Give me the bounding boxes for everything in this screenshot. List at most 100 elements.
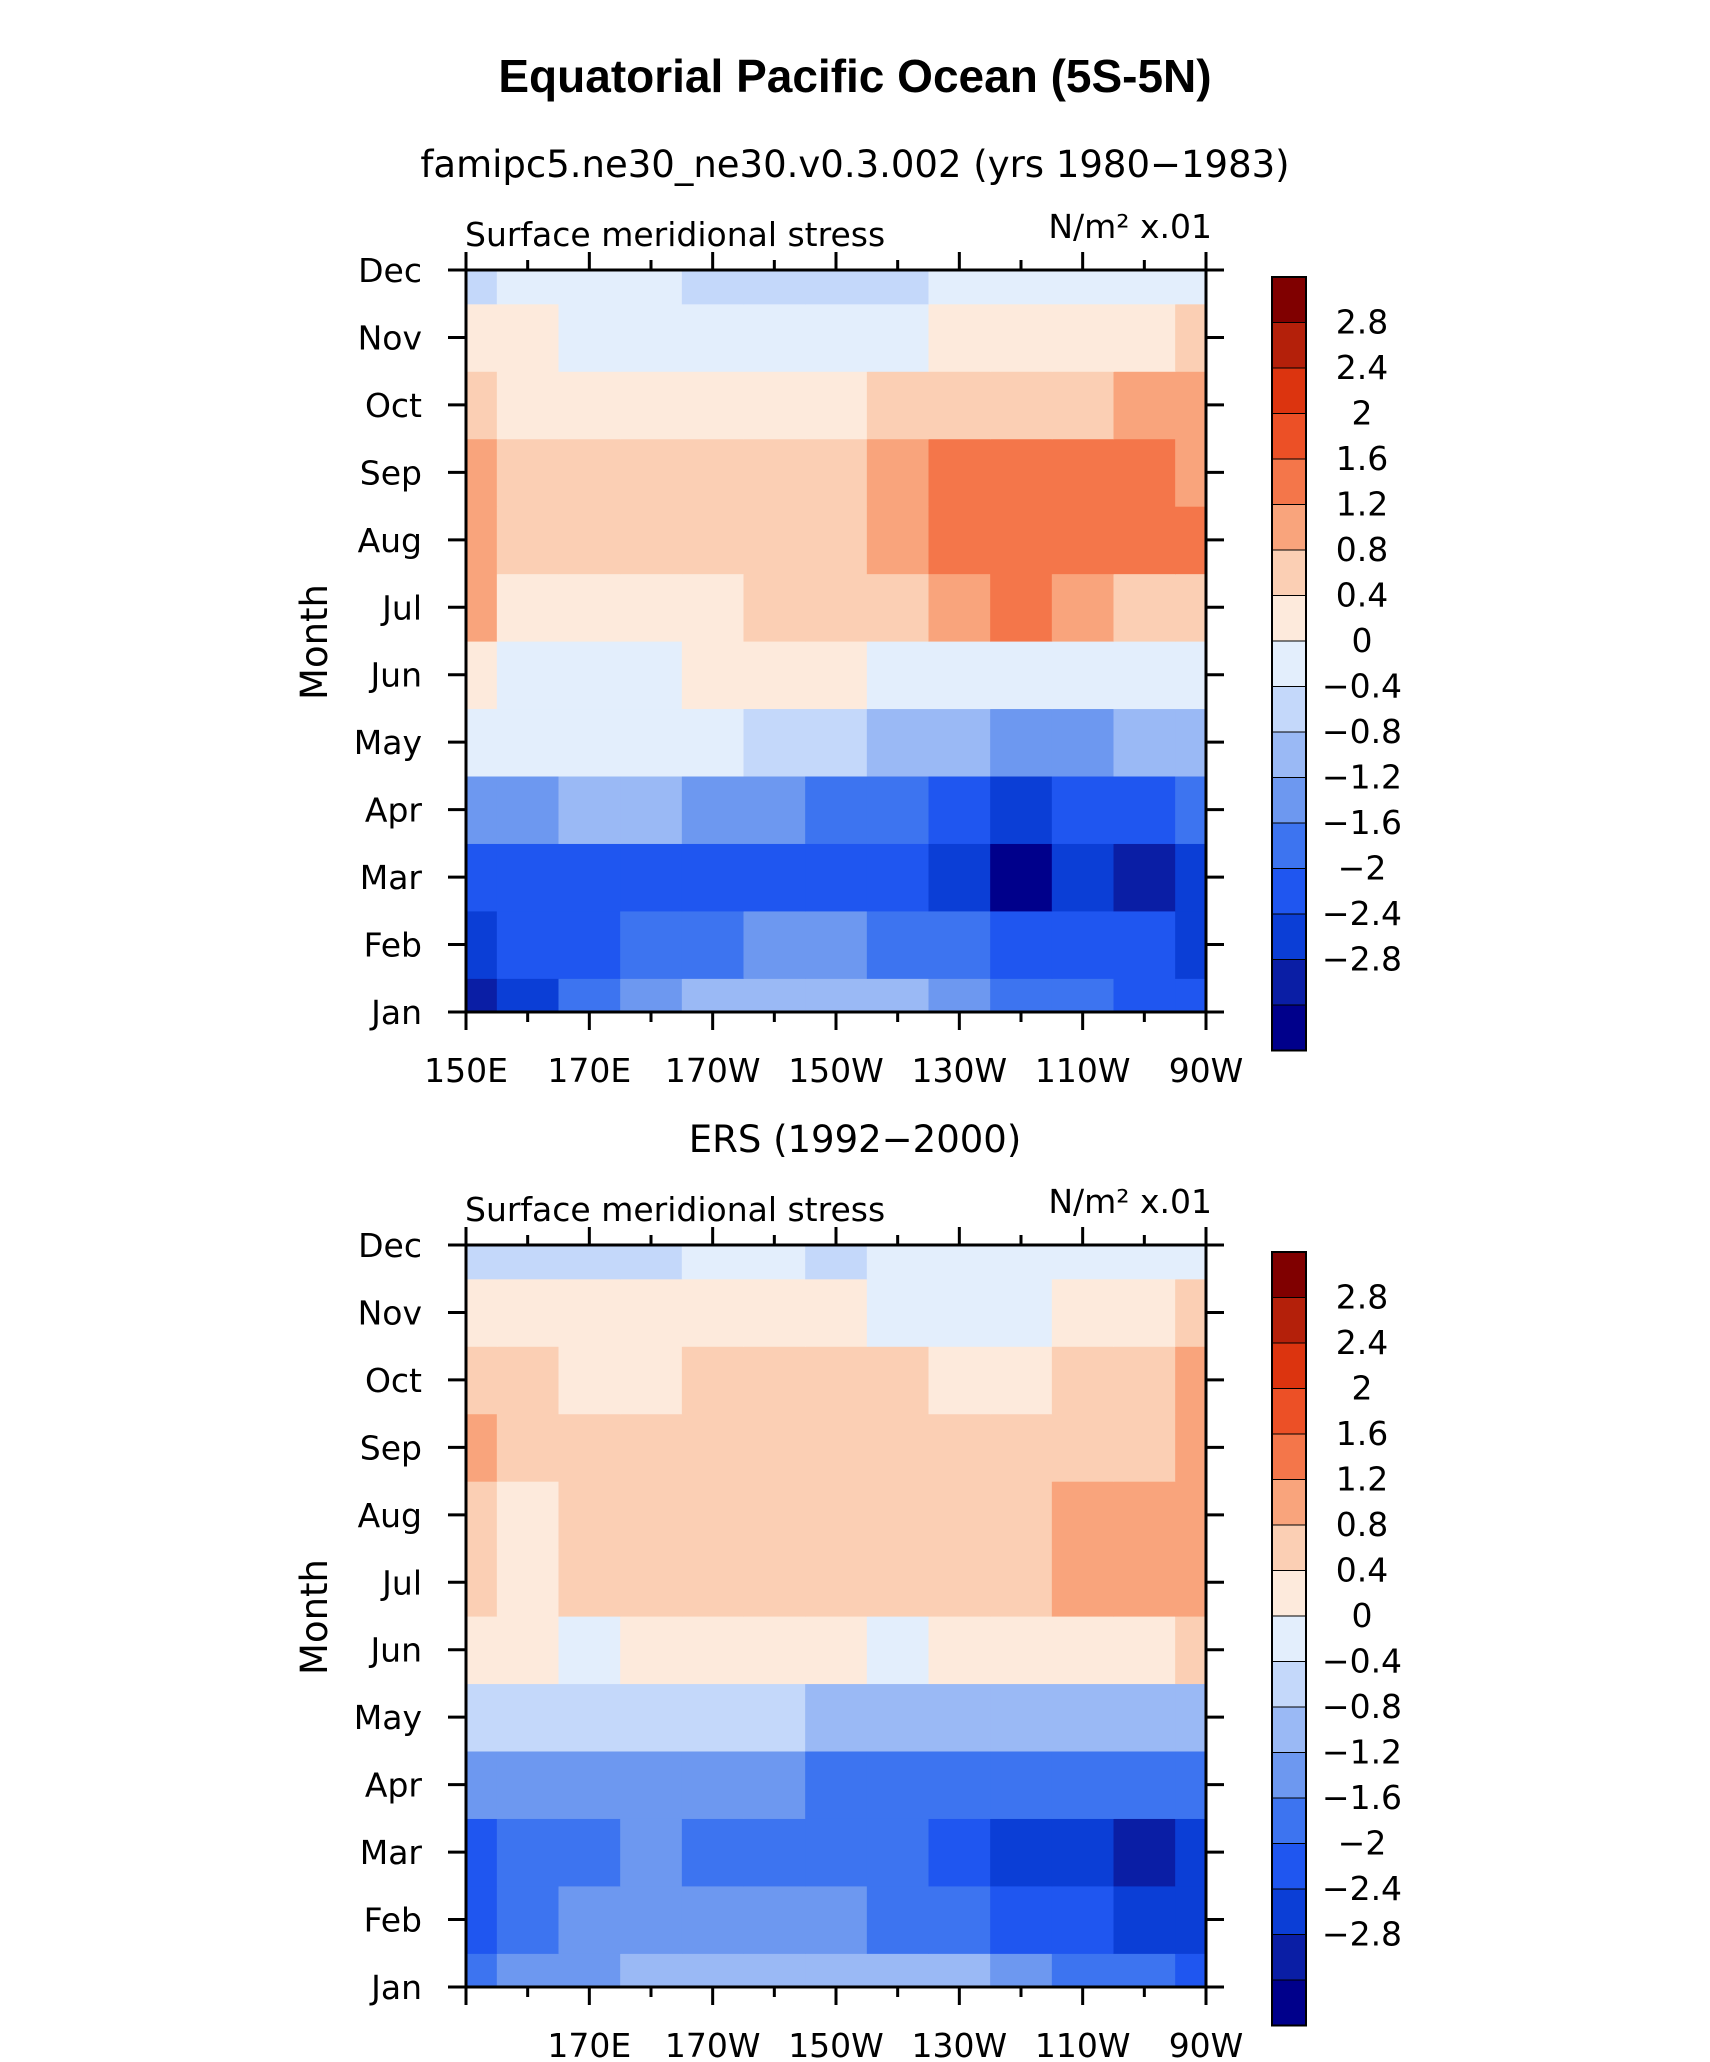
heatmap-cell	[805, 708, 868, 777]
heatmap-cell	[620, 1683, 683, 1752]
heatmap-cell	[681, 1278, 745, 1347]
heatmap-cell	[866, 371, 930, 440]
heatmap-cell	[1051, 910, 1115, 979]
heatmap-cell	[496, 708, 560, 777]
heatmap-cell	[928, 506, 991, 575]
colorbar-swatch	[1271, 777, 1307, 824]
y-tick-label: Nov	[358, 1293, 422, 1332]
heatmap-cell	[990, 978, 1053, 1013]
y-tick-label: Aug	[358, 521, 422, 560]
y-axis: Jan Feb Mar Apr May Jun Jul Aug Sep Oct Nov Dec	[354, 251, 1224, 1032]
heatmap-cell	[990, 708, 1053, 777]
heatmap-cell	[866, 708, 930, 777]
heatmap-cell	[990, 1818, 1053, 1887]
colorbar-label: −2.8	[1322, 940, 1402, 979]
heatmap-cell	[1113, 910, 1176, 979]
heatmap-cell	[1051, 438, 1115, 507]
colorbar-swatch	[1271, 1797, 1307, 1844]
heatmap-cell	[928, 438, 991, 507]
colorbar-swatch	[1271, 822, 1307, 869]
x-tick-label: 110W	[1035, 1051, 1131, 1090]
colorbar-label: −1.6	[1322, 1778, 1402, 1817]
heatmap-cell	[496, 641, 560, 710]
heatmap-cell	[1113, 775, 1176, 844]
heatmap-cell	[1175, 1245, 1207, 1280]
heatmap-cell	[928, 371, 991, 440]
heatmap-cell	[1175, 843, 1207, 912]
heatmap-cell	[681, 708, 745, 777]
heatmap-cell	[990, 1885, 1053, 1954]
heatmap-cell	[1051, 270, 1115, 305]
heatmap-cell	[558, 1413, 621, 1482]
heatmap-cell	[558, 1481, 621, 1550]
heatmap-cell	[620, 1750, 683, 1819]
heatmap-cell	[743, 1245, 806, 1280]
heatmap-cell	[928, 1953, 991, 1988]
heatmap-cell	[1051, 1683, 1115, 1752]
panel-subtitle: famipc5.ne30_ne30.v0.3.002 (yrs 1980−198…	[420, 143, 1289, 186]
colorbar-label: 0.4	[1336, 1551, 1388, 1590]
heatmap-cell	[866, 1346, 930, 1415]
heatmap-cell	[681, 1413, 745, 1482]
y-tick-label: Feb	[364, 1901, 422, 1940]
heatmap-cell	[1051, 303, 1115, 372]
heatmap-cell	[620, 303, 683, 372]
colorbar-frame	[1271, 1251, 1307, 2027]
heatmap-cell	[681, 1750, 745, 1819]
heatmap-cell	[928, 843, 991, 912]
colorbar-label: −1.2	[1322, 1733, 1402, 1772]
colorbar-swatch	[1271, 367, 1307, 414]
heatmap-cell	[928, 1885, 991, 1954]
heatmap-cell	[866, 1413, 930, 1482]
colorbar-swatch	[1271, 595, 1307, 642]
heatmap-cell	[620, 978, 683, 1013]
heatmap-cell	[928, 1413, 991, 1482]
heatmap-cell	[990, 573, 1053, 642]
y-tick-label: Oct	[365, 1361, 422, 1400]
heatmap-cell	[620, 371, 683, 440]
colorbar-label: 2.8	[1336, 303, 1388, 342]
panel-subtitle: ERS (1992−2000)	[689, 1118, 1022, 1161]
heatmap-cell	[496, 270, 560, 305]
colorbar-swatch	[1271, 913, 1307, 960]
colorbar-label: −0.8	[1322, 1687, 1402, 1726]
heatmap-cell	[743, 1885, 806, 1954]
heatmap-cell	[1113, 1413, 1176, 1482]
heatmap-cell	[743, 843, 806, 912]
y-tick-label: Jan	[369, 993, 422, 1032]
colorbar-swatch	[1271, 1251, 1307, 1298]
colorbar-swatch	[1271, 322, 1307, 369]
heatmap-cell	[805, 1953, 868, 1988]
heatmap-cell	[743, 1278, 806, 1347]
colorbar-swatch	[1271, 1570, 1307, 1617]
heatmap-cell	[620, 708, 683, 777]
y-tick-label: Nov	[358, 318, 422, 357]
colorbar-label: −2.8	[1322, 1915, 1402, 1954]
heatmap-cell	[466, 1548, 498, 1617]
y-tick-label: Aug	[358, 1496, 422, 1535]
heatmap-cell	[681, 641, 745, 710]
heatmap-cell	[496, 1278, 560, 1347]
heatmap-cell	[466, 978, 498, 1013]
heatmap-cell	[743, 775, 806, 844]
heatmap-cell	[990, 1953, 1053, 1988]
heatmap-cell	[620, 1481, 683, 1550]
heatmap-cell	[681, 303, 745, 372]
heatmap-cell	[496, 910, 560, 979]
heatmap-cell	[496, 1953, 560, 1988]
heatmap-cell	[681, 1481, 745, 1550]
colorbar-swatch	[1271, 1934, 1307, 1981]
heatmap-cell	[466, 270, 498, 305]
heatmap-cell	[466, 1953, 498, 1988]
heatmap-cell	[466, 303, 498, 372]
heatmap-cell	[466, 843, 498, 912]
colorbar-swatch	[1271, 1752, 1307, 1799]
heatmap-cell	[681, 775, 745, 844]
heatmap-cell	[558, 1953, 621, 1988]
heatmap-cell	[496, 1683, 560, 1752]
heatmap-cell	[1051, 1245, 1115, 1280]
heatmap-cell	[620, 506, 683, 575]
heatmap-cell	[1175, 371, 1207, 440]
heatmap-cell	[1113, 1616, 1176, 1685]
